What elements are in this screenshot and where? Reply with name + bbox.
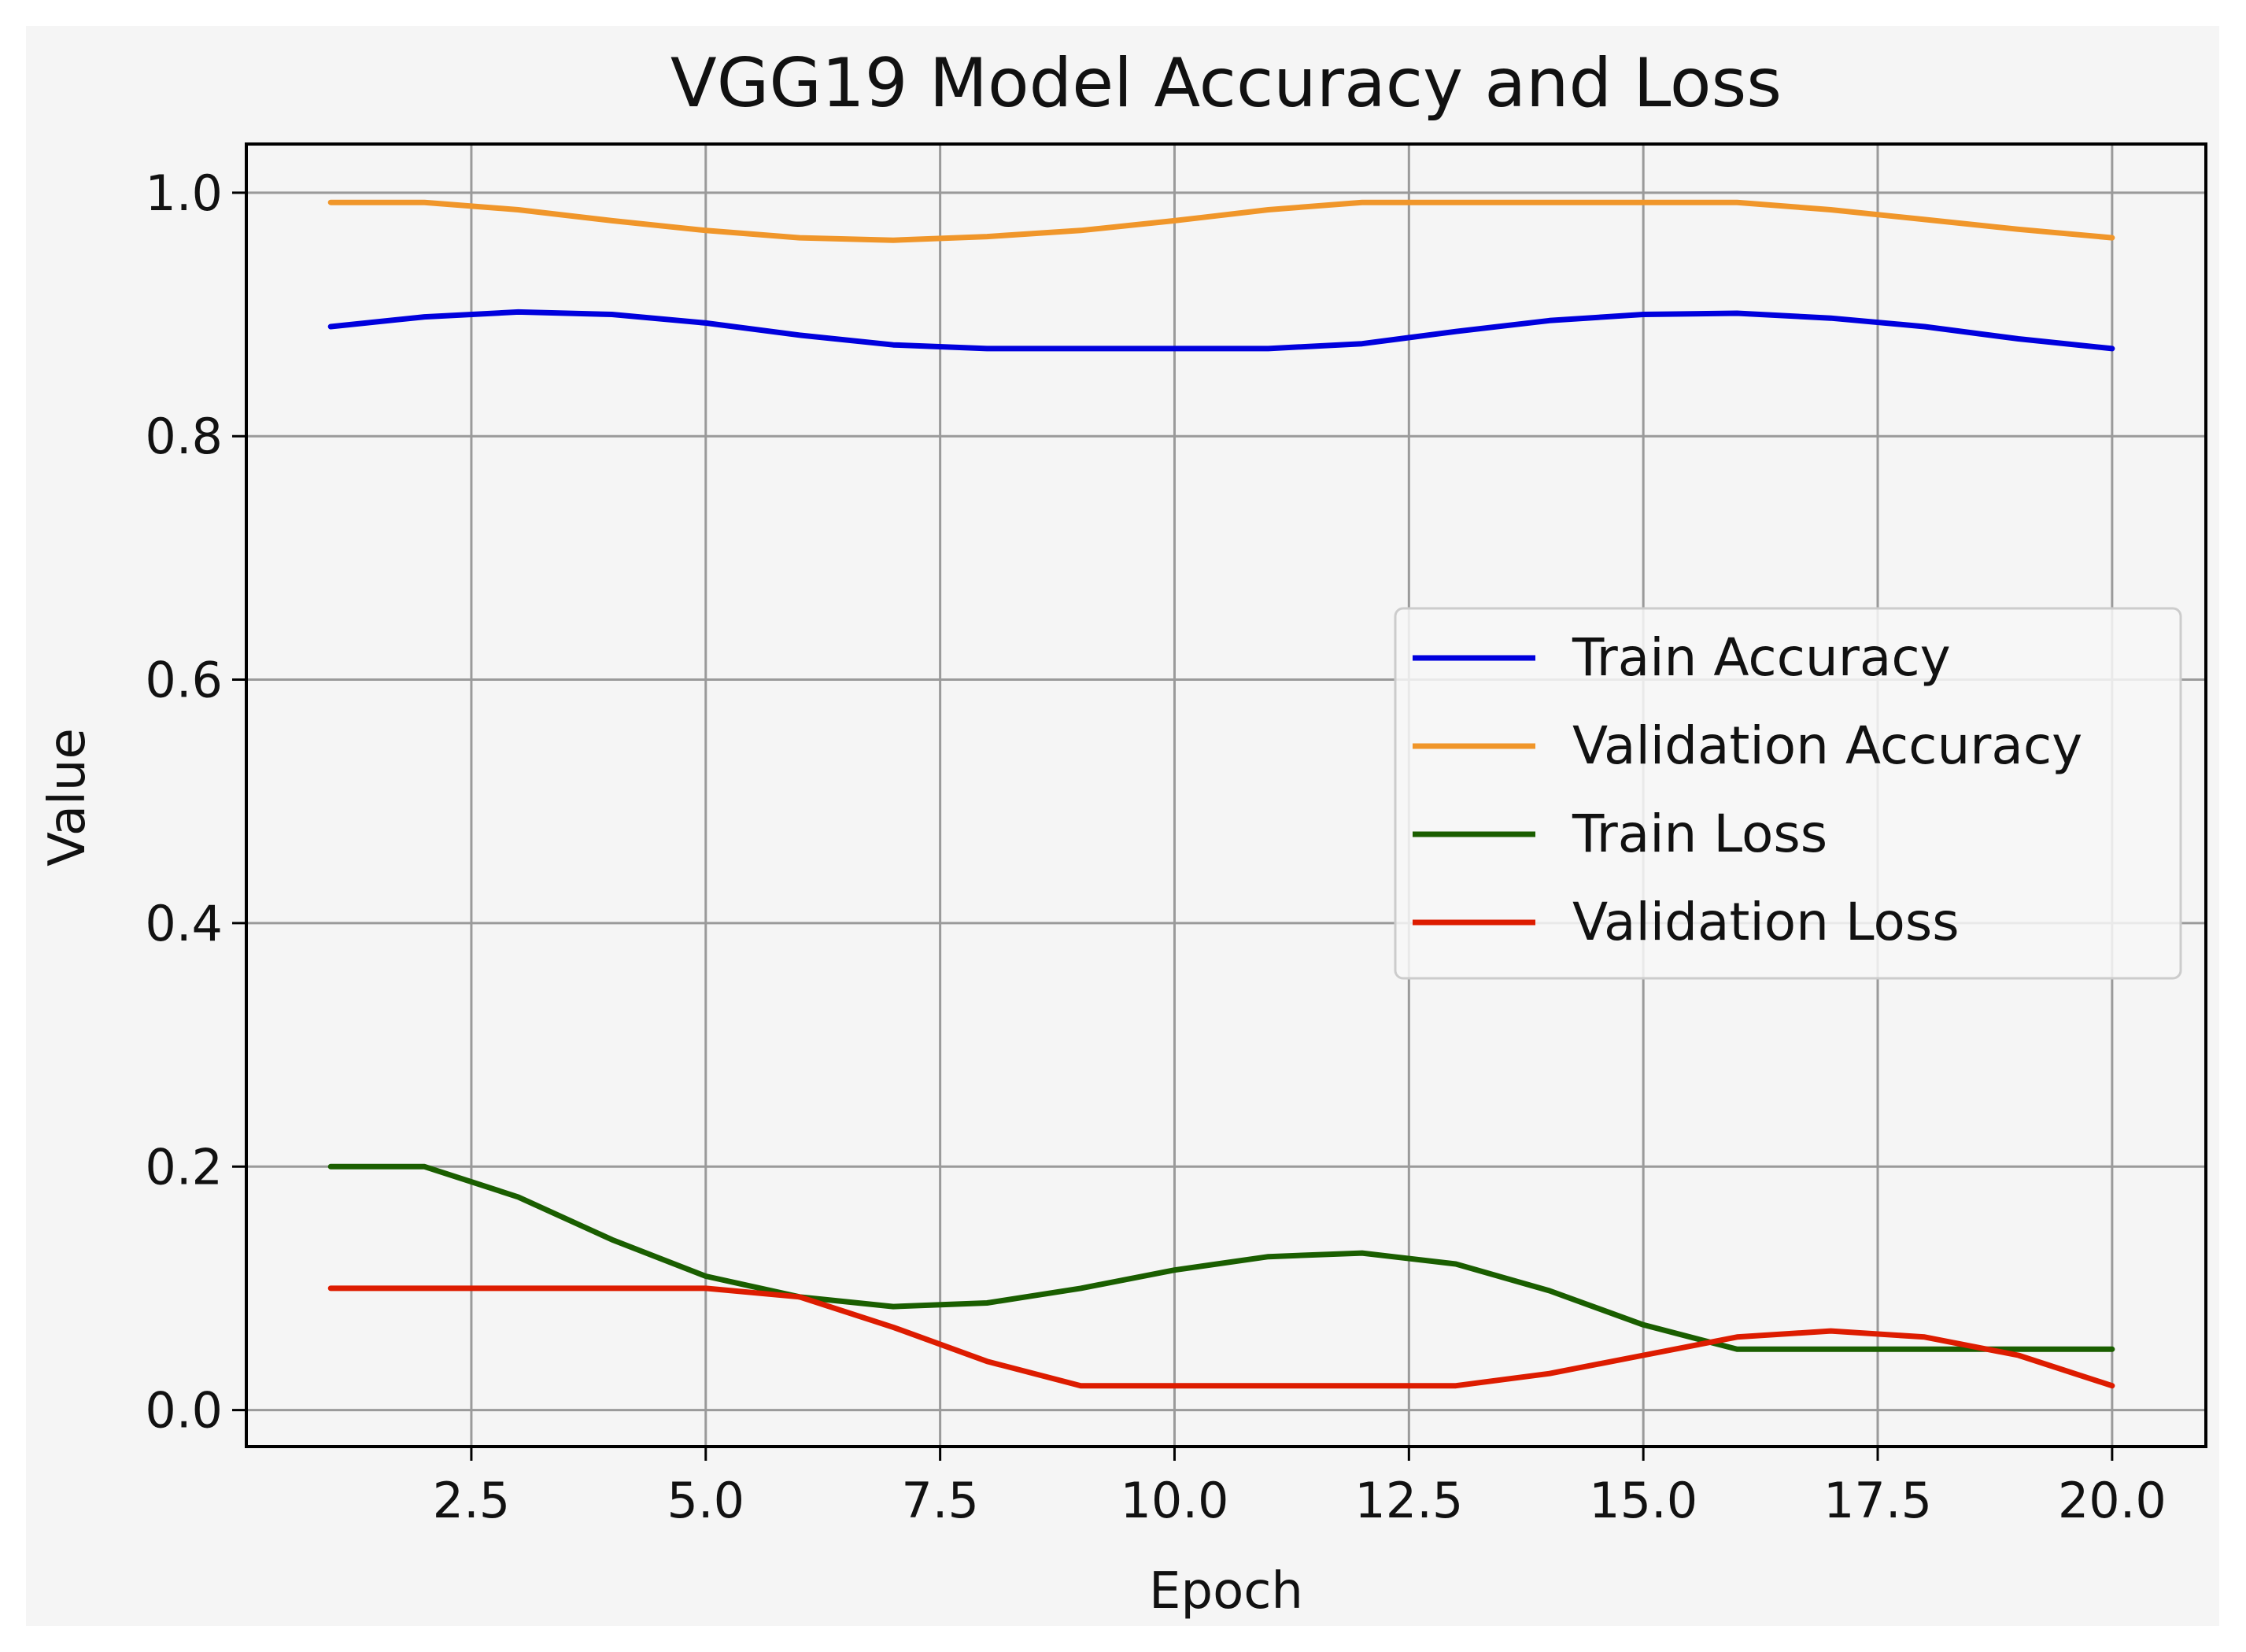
legend-label-train-accuracy: Train Accuracy	[1572, 627, 1951, 688]
legend-label-validation-accuracy: Validation Accuracy	[1572, 715, 2082, 776]
y-tick-label: 0.8	[145, 408, 223, 465]
x-tick-label: 2.5	[433, 1472, 511, 1529]
series-lines	[327, 199, 2115, 1389]
x-tick-label: 15.0	[1589, 1472, 1697, 1529]
legend-box	[1394, 607, 2182, 980]
x-tick-label: 12.5	[1354, 1472, 1463, 1529]
series-line-validation-loss	[327, 1285, 2115, 1389]
x-axis-label: Epoch	[1149, 1562, 1303, 1621]
y-tick-label: 0.0	[145, 1382, 223, 1439]
series-line-train-accuracy	[327, 309, 2115, 352]
legend: Train Accuracy Validation Accuracy Train L…	[1394, 607, 2182, 980]
y-tick-label: 0.6	[145, 652, 223, 709]
series-line-train-loss	[327, 1163, 2115, 1352]
legend-label-train-loss: Train Loss	[1572, 804, 1827, 864]
x-tick-label: 20.0	[2058, 1472, 2167, 1529]
x-tick-label: 7.5	[901, 1472, 979, 1529]
chart-title: VGG19 Model Accuracy and Loss	[670, 44, 1782, 123]
x-tick-label: 10.0	[1120, 1472, 1228, 1529]
series-line-validation-accuracy	[327, 199, 2115, 243]
y-axis-label: Value	[39, 728, 97, 867]
x-tick-label: 5.0	[667, 1472, 744, 1529]
legend-label-validation-loss: Validation Loss	[1572, 892, 1960, 952]
y-tick-label: 0.2	[145, 1138, 223, 1196]
line-chart: 2.5 5.0 7.5 10.0 12.5 15.0 17.5 20.0 0.0 0.2 0.4 0.…	[39, 44, 2207, 1621]
y-tick-label: 1.0	[145, 164, 223, 222]
plot-frame	[245, 142, 2207, 1448]
y-tick-label: 0.4	[145, 895, 223, 952]
x-tick-label: 17.5	[1823, 1472, 1932, 1529]
figure-panel: 2.5 5.0 7.5 10.0 12.5 15.0 17.5 20.0 0.0 0.2 0.4 0.…	[26, 26, 2219, 1626]
axis-ticks: 2.5 5.0 7.5 10.0 12.5 15.0 17.5 20.0 0.0 0.2 0.4 0.…	[145, 164, 2166, 1529]
